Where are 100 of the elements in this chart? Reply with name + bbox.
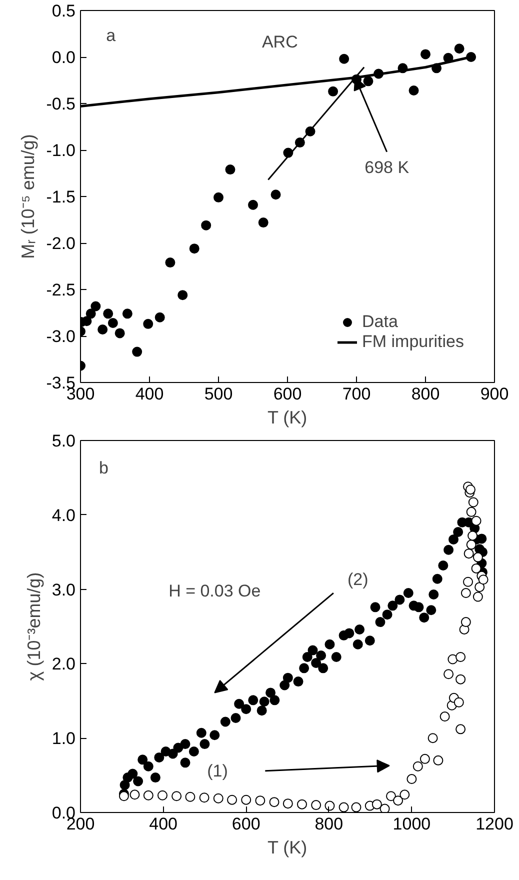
x-tick-label: 1000: [392, 814, 431, 834]
point: [472, 552, 483, 562]
point: [444, 669, 454, 680]
point: [454, 44, 464, 54]
y-tick-label: 5.0: [52, 432, 76, 450]
y-axis-title: Mᵣ (10⁻⁵ emu/g): [18, 134, 38, 259]
point: [241, 794, 252, 805]
point: [108, 318, 118, 328]
annotation: 698 K: [364, 158, 410, 178]
point: [311, 800, 322, 810]
point: [466, 506, 476, 517]
point: [478, 574, 488, 585]
point: [143, 318, 154, 329]
x-tick-label: 800: [411, 384, 440, 404]
annotation: b: [98, 458, 108, 478]
point: [157, 790, 168, 800]
point: [408, 85, 419, 96]
point: [463, 576, 474, 587]
annotation: a: [106, 26, 116, 46]
legend-label: FM impurities: [362, 332, 464, 352]
point: [471, 516, 482, 526]
point: [86, 308, 96, 319]
annotation: (2): [347, 570, 368, 590]
point: [460, 617, 471, 628]
annotation: ARC: [262, 32, 298, 52]
point: [472, 592, 483, 602]
legend-label: Data: [362, 312, 398, 332]
y-tick-label: -1.0: [46, 141, 76, 160]
point: [270, 190, 281, 200]
point: [132, 346, 142, 357]
point: [324, 800, 335, 811]
point: [465, 484, 476, 495]
point: [213, 793, 224, 804]
point: [296, 799, 307, 810]
x-axis-title: T (K): [268, 408, 308, 428]
y-tick-label: -2.0: [46, 234, 76, 253]
point: [338, 802, 349, 812]
annotation: (1): [207, 761, 228, 780]
point: [372, 799, 382, 810]
y-tick-label: 0.0: [52, 48, 76, 67]
point: [178, 290, 188, 300]
point: [189, 244, 200, 254]
y-tick-label: 0.5: [52, 2, 76, 20]
point: [428, 733, 438, 744]
point: [225, 164, 236, 175]
y-tick-label: 2.0: [52, 654, 76, 674]
point: [143, 790, 154, 800]
point: [466, 540, 476, 550]
point: [98, 324, 108, 334]
x-tick-label: 500: [204, 384, 233, 404]
point: [82, 316, 92, 326]
point: [269, 797, 280, 808]
point: [471, 563, 482, 574]
point: [339, 54, 350, 64]
x-tick-label: 400: [149, 814, 178, 834]
point: [199, 792, 210, 803]
point: [412, 761, 423, 772]
y-axis-title: χ (10⁻³emu/g): [24, 572, 44, 681]
x-tick-label: 600: [273, 384, 302, 404]
x-tick-label: 600: [232, 814, 260, 834]
x-tick-label: 900: [480, 384, 509, 404]
point: [130, 790, 140, 800]
point: [468, 530, 478, 541]
point: [420, 49, 430, 60]
point: [90, 301, 101, 312]
point: [185, 792, 196, 802]
point: [456, 724, 466, 734]
point: [363, 76, 374, 86]
point: [433, 755, 444, 766]
point: [454, 697, 464, 708]
y-tick-label: 1.0: [52, 729, 76, 748]
annotation: H = 0.03 Oe: [168, 581, 261, 600]
point: [456, 674, 466, 684]
point: [248, 200, 258, 210]
point: [282, 798, 293, 809]
point: [165, 258, 176, 268]
y-tick-label: 3.0: [52, 580, 76, 600]
y-tick-label: 4.0: [52, 506, 76, 525]
point: [400, 790, 410, 800]
point: [114, 328, 125, 338]
x-tick-label: 800: [314, 814, 344, 834]
point: [227, 794, 238, 805]
point: [118, 791, 129, 802]
point: [456, 652, 466, 662]
point: [406, 774, 417, 784]
point: [122, 308, 132, 319]
point: [201, 220, 212, 230]
point: [440, 712, 450, 722]
x-tick-label: 1200: [476, 814, 514, 834]
point: [258, 218, 268, 228]
point: [172, 791, 182, 802]
y-tick-label: -0.5: [46, 94, 76, 114]
point: [468, 497, 478, 508]
y-tick-label: -1.5: [46, 188, 76, 206]
y-tick-label: -3.0: [46, 327, 76, 346]
point: [393, 796, 404, 806]
x-tick-label: 700: [342, 384, 371, 404]
x-tick-label: 400: [135, 384, 164, 404]
point: [103, 308, 114, 319]
point: [351, 802, 362, 812]
